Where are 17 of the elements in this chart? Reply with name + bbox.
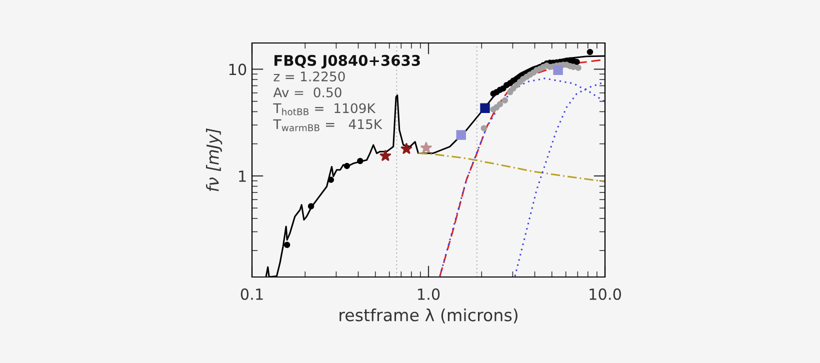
y-tick-label: 10 bbox=[229, 64, 246, 76]
point bbox=[575, 64, 582, 71]
point bbox=[500, 85, 506, 92]
annotation: FBQS J0840+3633 bbox=[274, 54, 420, 69]
point bbox=[570, 64, 576, 70]
x-tick-label: 0.1 bbox=[240, 288, 263, 300]
point bbox=[510, 85, 516, 92]
annotation: Av = 0.50 bbox=[273, 87, 342, 98]
x-tick-label: 1.0 bbox=[418, 288, 440, 300]
point bbox=[574, 58, 580, 66]
x-tick-label: 10.0 bbox=[590, 288, 621, 300]
annotation: T$_{hotBB}$ = 1109K bbox=[273, 103, 376, 116]
annotation: z = 1.2250 bbox=[274, 71, 345, 82]
y-axis-title: fν [mJy] bbox=[206, 128, 222, 192]
annotation: T$_{warmBB}$ = 415K bbox=[273, 119, 382, 132]
y-tick-label: 1 bbox=[239, 170, 246, 182]
x-axis-title: restframe λ (microns) bbox=[340, 308, 518, 324]
